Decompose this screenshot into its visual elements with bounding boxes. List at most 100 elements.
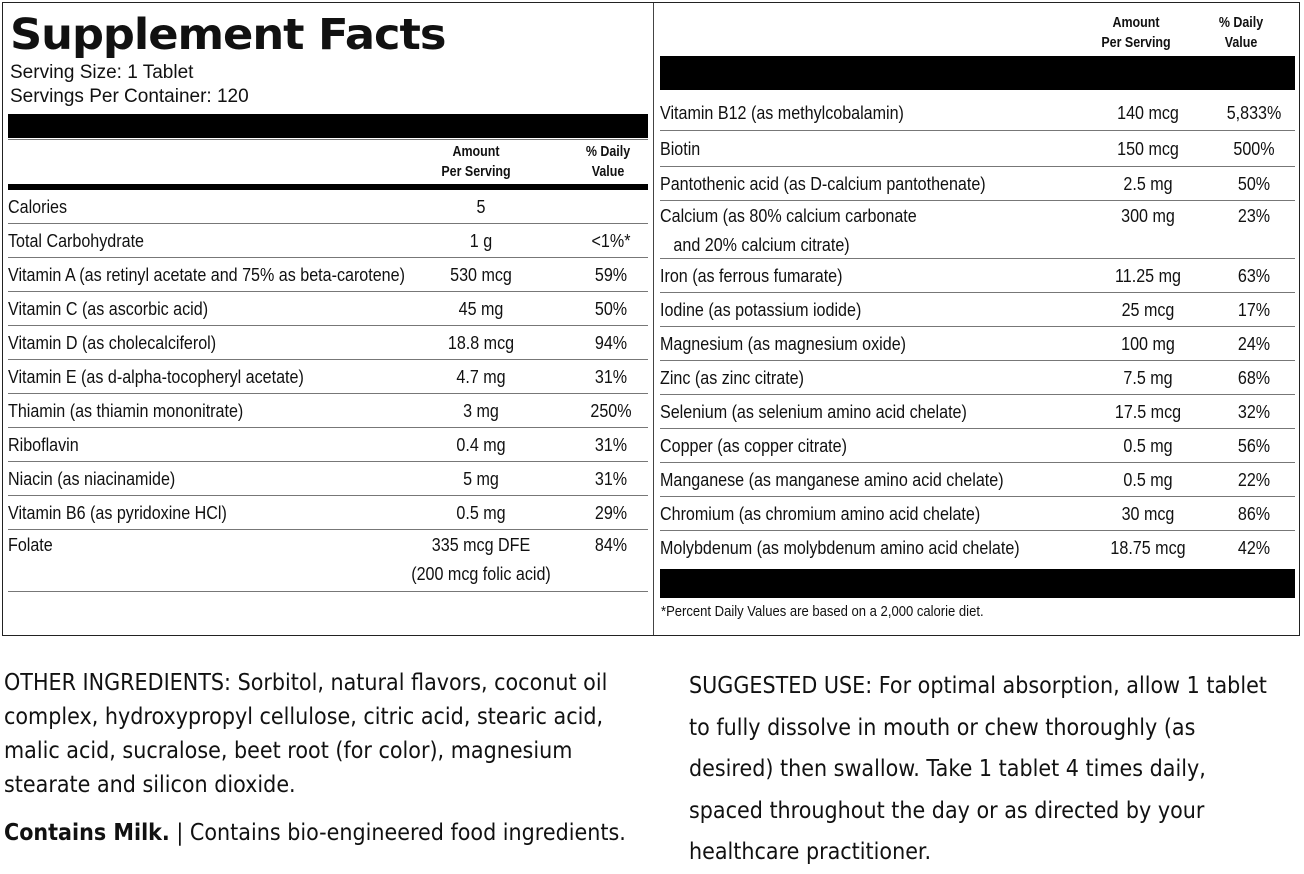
nutrient-amount: 1 g: [469, 230, 493, 251]
nutrient-amount: 5: [476, 196, 486, 217]
nutrient-amount: 150 mcg: [1117, 138, 1179, 159]
nutrient-row: Folate 335 mcg DFE (200 mcg folic acid) 84…: [8, 530, 648, 592]
row-rule: [8, 291, 648, 292]
nutrient-daily-value: 31%: [594, 434, 628, 455]
row-rule: [8, 591, 648, 592]
nutrient-daily-value: 31%: [594, 468, 628, 489]
right-amount-header: Amount Per Serving: [1089, 13, 1184, 53]
nutrient-row: Vitamin B12 (as methylcobalamin) 140 mcg 5…: [660, 95, 1295, 131]
nutrient-amount: 30 mcg: [1121, 503, 1175, 524]
nutrient-daily-value: 63%: [1237, 265, 1271, 286]
nutrient-daily-value: 500%: [1233, 138, 1275, 159]
nutrient-daily-value: 84%: [594, 534, 628, 555]
nutrient-daily-value: 23%: [1237, 205, 1271, 226]
left-thin-rule: [8, 139, 648, 140]
nutrient-name: Folate: [8, 534, 53, 555]
nutrient-name: Iron (as ferrous fumarate): [660, 265, 843, 286]
contains-milk: Contains Milk.: [4, 820, 170, 846]
nutrient-daily-value: 86%: [1237, 503, 1271, 524]
panel-title: Supplement Facts: [10, 10, 446, 60]
nutrient-name: Zinc (as zinc citrate): [660, 367, 804, 388]
left-top-bar: [8, 114, 648, 138]
nutrient-row: Manganese (as manganese amino acid chela…: [660, 463, 1295, 497]
nutrient-name: Total Carbohydrate: [8, 230, 144, 251]
nutrient-row: Vitamin C (as ascorbic acid) 45 mg 50%: [8, 292, 648, 326]
nutrient-row: Vitamin E (as d-alpha-tocopheryl acetate…: [8, 360, 648, 394]
nutrient-daily-value: <1%*: [591, 230, 631, 251]
row-rule: [660, 166, 1295, 167]
row-rule: [8, 223, 648, 224]
nutrient-daily-value: 56%: [1237, 435, 1271, 456]
nutrient-name: Vitamin E (as d-alpha-tocopheryl acetate…: [8, 366, 304, 387]
suggested-use: SUGGESTED USE: For optimal absorption, a…: [689, 673, 1267, 865]
left-header-rule: [8, 184, 648, 190]
nutrient-row: Calories 5: [8, 190, 648, 224]
row-rule: [8, 325, 648, 326]
nutrient-row: Pantothenic acid (as D-calcium pantothen…: [660, 167, 1295, 201]
nutrient-amount: 7.5 mg: [1123, 367, 1173, 388]
nutrient-amount: 18.8 mcg: [447, 332, 515, 353]
nutrient-daily-value: 5,833%: [1226, 102, 1282, 123]
row-rule: [660, 496, 1295, 497]
nutrient-daily-value: 42%: [1237, 537, 1271, 558]
row-rule: [660, 428, 1295, 429]
nutrient-daily-value: 32%: [1237, 401, 1271, 422]
row-rule: [660, 130, 1295, 131]
nutrient-amount: 0.5 mg: [456, 502, 506, 523]
right-dv-header: % Daily Value: [1194, 13, 1289, 53]
nutrient-daily-value: 94%: [594, 332, 628, 353]
nutrient-amount: 140 mcg: [1117, 102, 1179, 123]
nutrient-name: Iodine (as potassium iodide): [660, 299, 862, 320]
nutrient-daily-value: 250%: [590, 400, 632, 421]
nutrient-name: Calories: [8, 196, 68, 217]
right-top-bar: [660, 56, 1295, 90]
nutrient-row: Vitamin B6 (as pyridoxine HCl) 0.5 mg 29%: [8, 496, 648, 530]
nutrient-row: Niacin (as niacinamide) 5 mg 31%: [8, 462, 648, 496]
amount-header-line2: Per Serving: [1101, 35, 1171, 51]
nutrient-daily-value: 59%: [594, 264, 628, 285]
nutrient-daily-value: 17%: [1237, 299, 1271, 320]
row-rule: [660, 462, 1295, 463]
nutrient-row: Riboflavin 0.4 mg 31%: [8, 428, 648, 462]
nutrient-name: Copper (as copper citrate): [660, 435, 847, 456]
dv-header-line2: Value: [1224, 35, 1258, 51]
nutrient-amount: 17.5 mcg: [1114, 401, 1182, 422]
row-rule: [660, 360, 1295, 361]
contains-bioengineered: | Contains bio-engineered food ingredien…: [169, 820, 626, 846]
nutrient-daily-value: 50%: [594, 298, 628, 319]
nutrient-daily-value: 22%: [1237, 469, 1271, 490]
row-rule: [8, 393, 648, 394]
row-rule: [660, 200, 1295, 201]
nutrient-name: Chromium (as chromium amino acid chelate…: [660, 503, 981, 524]
nutrient-amount: 530 mcg: [450, 264, 512, 285]
servings-per-container: Servings Per Container: 120: [10, 86, 249, 107]
row-rule: [8, 359, 648, 360]
row-rule: [8, 427, 648, 428]
nutrient-name: Selenium (as selenium amino acid chelate…: [660, 401, 967, 422]
amount-header-line2: Per Serving: [441, 164, 511, 180]
amount-header-line1: Amount: [1112, 15, 1160, 31]
dv-header-line1: % Daily: [1218, 15, 1264, 31]
nutrient-daily-value: 29%: [594, 502, 628, 523]
serving-size: Serving Size: 1 Tablet: [10, 62, 194, 83]
nutrient-name: Riboflavin: [8, 434, 79, 455]
nutrient-name: Calcium (as 80% calcium carbonate and 20…: [660, 205, 917, 255]
nutrient-amount: 5 mg: [463, 468, 499, 489]
other-ingredients: OTHER INGREDIENTS: Sorbitol, natural fla…: [4, 670, 608, 798]
nutrient-name: Niacin (as niacinamide): [8, 468, 176, 489]
nutrient-amount: 100 mg: [1121, 333, 1175, 354]
column-divider: [653, 3, 654, 635]
row-rule: [8, 257, 648, 258]
nutrient-row: Molybdenum (as molybdenum amino acid che…: [660, 531, 1295, 565]
nutrient-name: Magnesium (as magnesium oxide): [660, 333, 907, 354]
nutrient-row: Copper (as copper citrate) 0.5 mg 56%: [660, 429, 1295, 463]
nutrient-name: Molybdenum (as molybdenum amino acid che…: [660, 537, 1020, 558]
nutrient-row: Selenium (as selenium amino acid chelate…: [660, 395, 1295, 429]
nutrient-row: Chromium (as chromium amino acid chelate…: [660, 497, 1295, 531]
dv-header-line1: % Daily: [585, 144, 631, 160]
nutrient-row: Iron (as ferrous fumarate) 11.25 mg 63%: [660, 259, 1295, 293]
nutrient-amount: 0.5 mg: [1123, 469, 1173, 490]
dv-header-line2: Value: [591, 164, 625, 180]
nutrient-name: Vitamin A (as retinyl acetate and 75% as…: [8, 264, 405, 285]
nutrient-daily-value: 31%: [594, 366, 628, 387]
